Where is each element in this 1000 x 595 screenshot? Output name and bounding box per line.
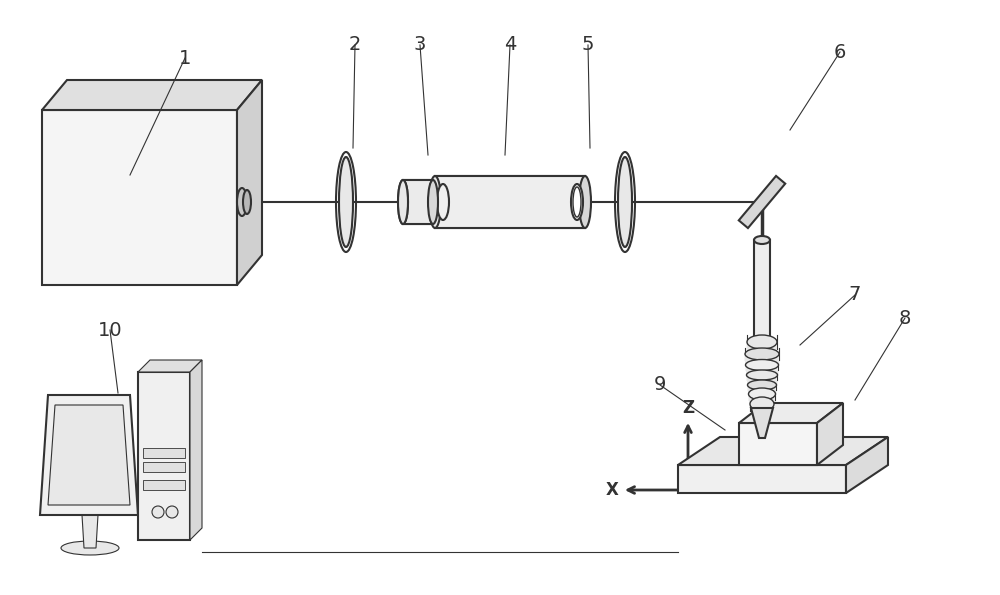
Ellipse shape — [437, 184, 449, 220]
Ellipse shape — [745, 348, 779, 360]
Polygon shape — [739, 176, 785, 228]
Ellipse shape — [573, 187, 581, 217]
Ellipse shape — [398, 180, 408, 224]
Ellipse shape — [166, 506, 178, 518]
Polygon shape — [754, 240, 770, 342]
Text: 10: 10 — [98, 321, 122, 340]
Text: 5: 5 — [582, 36, 594, 55]
Ellipse shape — [237, 188, 247, 216]
Polygon shape — [739, 423, 817, 465]
Ellipse shape — [152, 506, 164, 518]
Text: 3: 3 — [414, 36, 426, 55]
Polygon shape — [751, 408, 773, 438]
Ellipse shape — [579, 176, 591, 228]
Polygon shape — [143, 480, 185, 490]
Ellipse shape — [61, 541, 119, 555]
Ellipse shape — [747, 335, 777, 349]
Ellipse shape — [746, 370, 778, 380]
Polygon shape — [40, 395, 138, 515]
Polygon shape — [82, 515, 98, 548]
Text: 9: 9 — [654, 375, 666, 394]
Ellipse shape — [339, 157, 353, 247]
Polygon shape — [190, 360, 202, 540]
Polygon shape — [678, 437, 888, 465]
Text: Z: Z — [682, 399, 694, 417]
Polygon shape — [746, 365, 778, 375]
Polygon shape — [739, 403, 843, 423]
Polygon shape — [138, 372, 190, 540]
Ellipse shape — [748, 388, 776, 400]
Ellipse shape — [398, 180, 408, 224]
Ellipse shape — [571, 184, 583, 220]
Polygon shape — [237, 80, 262, 285]
Polygon shape — [42, 110, 237, 285]
Polygon shape — [749, 394, 775, 404]
Polygon shape — [678, 465, 846, 493]
Polygon shape — [748, 385, 776, 394]
Polygon shape — [138, 360, 202, 372]
Ellipse shape — [748, 380, 776, 390]
Polygon shape — [817, 403, 843, 465]
Text: Y: Y — [742, 433, 754, 451]
Polygon shape — [403, 180, 433, 224]
Text: 6: 6 — [834, 42, 846, 61]
Ellipse shape — [754, 236, 770, 244]
Polygon shape — [747, 375, 777, 385]
Polygon shape — [745, 354, 779, 365]
Text: 7: 7 — [849, 286, 861, 305]
Text: 4: 4 — [504, 36, 516, 55]
Ellipse shape — [618, 157, 632, 247]
Polygon shape — [846, 437, 888, 493]
Polygon shape — [435, 176, 585, 228]
Text: X: X — [606, 481, 618, 499]
Text: 2: 2 — [349, 36, 361, 55]
Polygon shape — [48, 405, 130, 505]
Text: 1: 1 — [179, 49, 191, 67]
Ellipse shape — [746, 359, 778, 371]
Polygon shape — [143, 462, 185, 472]
Ellipse shape — [428, 180, 438, 224]
Ellipse shape — [429, 176, 441, 228]
Polygon shape — [42, 80, 262, 110]
Polygon shape — [747, 342, 777, 354]
Polygon shape — [143, 448, 185, 458]
Text: 8: 8 — [899, 308, 911, 327]
Ellipse shape — [750, 397, 774, 411]
Ellipse shape — [243, 190, 251, 214]
